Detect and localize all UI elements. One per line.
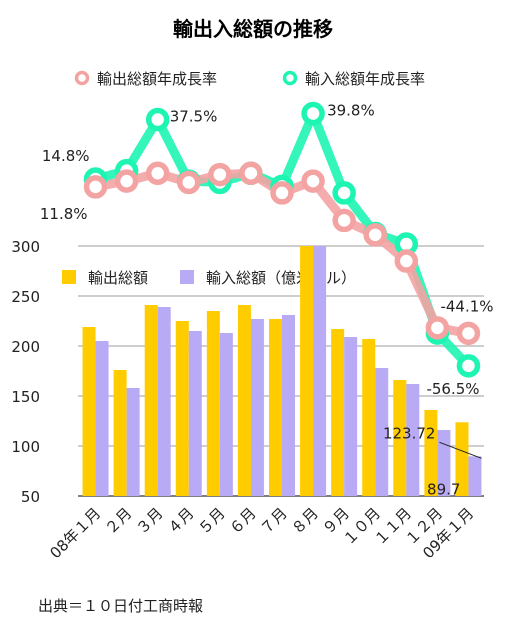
data-labels: 11.8% 14.8% 37.5% 39.8% -44.1% -56.5% 123.72 89… xyxy=(40,102,494,499)
export-bar xyxy=(113,370,127,496)
export-bar xyxy=(206,311,220,496)
growth-lines xyxy=(83,101,481,378)
import-rate-point xyxy=(301,101,325,126)
y-tick-label: 300 xyxy=(11,238,40,256)
y-tick-label: 200 xyxy=(11,338,40,356)
export-rate-point xyxy=(177,170,201,195)
y-tick-label: 100 xyxy=(11,438,40,456)
import-rate-point xyxy=(145,107,170,132)
import-bar xyxy=(282,315,295,496)
rate-data-label: -44.1% xyxy=(440,297,493,315)
import-bar xyxy=(188,331,202,496)
export-rate-point xyxy=(332,208,356,233)
export-bar xyxy=(237,305,251,496)
legend-export-label: 輸出総額 xyxy=(88,269,148,287)
export-bar xyxy=(144,305,158,496)
import-bar xyxy=(313,246,327,496)
import-bar xyxy=(437,430,451,496)
x-category-label: ４月 xyxy=(164,504,198,538)
x-category-label: ３月 xyxy=(133,504,167,538)
y-tick-label: 50 xyxy=(21,488,40,506)
export-bar xyxy=(175,321,189,496)
bar-data-label: 123.72 xyxy=(383,424,436,442)
legend-export-rate-label: 輸出総額年成長率 xyxy=(97,70,217,88)
export-bar xyxy=(393,380,407,496)
legend-export-swatch xyxy=(62,270,76,284)
export-rate-point xyxy=(394,249,419,273)
import-bar xyxy=(157,307,171,496)
x-category-label: ８月 xyxy=(288,504,322,538)
export-bar xyxy=(455,422,469,496)
import-bar xyxy=(344,337,358,496)
export-rate-point xyxy=(239,161,263,186)
export-bar xyxy=(300,246,314,496)
export-rate-point xyxy=(270,181,294,205)
rate-data-label: 11.8% xyxy=(40,205,88,223)
import-rate-point xyxy=(456,354,481,378)
x-category-label: ２月 xyxy=(101,504,135,538)
bar-data-label: 89.7 xyxy=(427,480,460,498)
export-rate-point xyxy=(145,161,170,186)
import-bar xyxy=(126,388,140,496)
export-rate-point xyxy=(456,321,481,346)
legend-import-swatch xyxy=(180,270,194,284)
x-category-label: 08年１月 xyxy=(46,504,104,562)
import-bar xyxy=(95,341,109,496)
import-bar xyxy=(468,456,482,496)
export-bar xyxy=(362,339,376,496)
x-category-label: ７月 xyxy=(257,504,291,538)
export-rate-point xyxy=(363,223,387,247)
chart-title: 輸出入総額の推移 xyxy=(173,17,333,41)
y-axis-ticks: 50 100 150 200 250 300 xyxy=(11,238,40,506)
legend-import-label: 輸入総額（億米ドル） xyxy=(206,269,356,287)
import-bar xyxy=(406,384,420,496)
export-bar xyxy=(331,329,345,496)
rate-data-label: 37.5% xyxy=(170,108,218,126)
bars xyxy=(82,246,482,496)
line-legend: 輸出総額年成長率 輸入総額年成長率 xyxy=(74,70,425,88)
import-bar xyxy=(375,368,389,496)
y-tick-label: 150 xyxy=(11,388,40,406)
rate-data-label: 14.8% xyxy=(42,147,90,165)
x-category-label: ６月 xyxy=(226,504,260,538)
x-category-label: ５月 xyxy=(195,504,229,538)
rate-data-label: 39.8% xyxy=(327,102,375,120)
source-note: 出典＝１０日付工商時報 xyxy=(38,597,203,615)
export-bar xyxy=(424,410,438,496)
rate-data-label: -56.5% xyxy=(426,380,479,398)
label-leader-line xyxy=(439,441,482,459)
legend-export-rate-marker xyxy=(74,70,90,86)
export-rate-point xyxy=(208,162,232,187)
export-rate-point xyxy=(114,169,139,193)
export-rate-point xyxy=(425,316,450,340)
export-rate-point xyxy=(301,169,325,193)
y-tick-label: 250 xyxy=(11,288,40,306)
export-bar xyxy=(269,319,282,496)
import-bar xyxy=(250,319,264,496)
legend-import-rate-label: 輸入総額年成長率 xyxy=(305,70,425,88)
export-rate-point xyxy=(83,175,108,199)
import-bar xyxy=(219,333,233,496)
export-bar xyxy=(82,327,96,496)
import-rate-point xyxy=(332,181,356,205)
legend-import-rate-marker xyxy=(282,70,298,86)
